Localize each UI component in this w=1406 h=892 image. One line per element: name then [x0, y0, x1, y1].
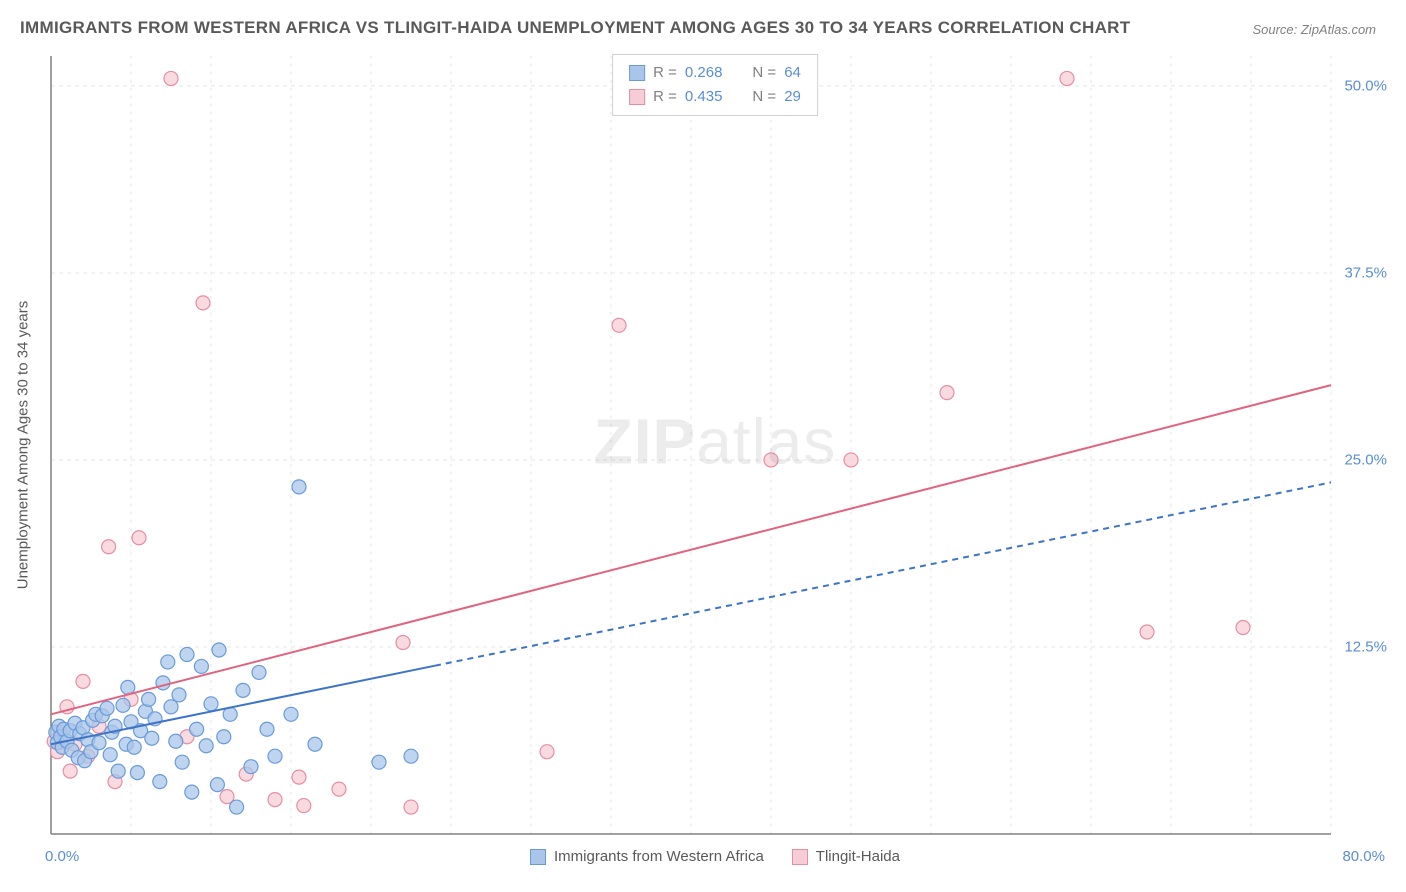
legend-series: Immigrants from Western Africa Tlingit-H… — [530, 848, 900, 865]
legend-item-blue: Immigrants from Western Africa — [530, 848, 764, 865]
legend-stats-row-pink: R = 0.435 N = 29 — [629, 85, 801, 109]
scatter-plot — [45, 50, 1385, 840]
r-value-blue: 0.268 — [685, 61, 723, 85]
n-label: N = — [752, 61, 776, 85]
r-label: R = — [653, 85, 677, 109]
y-tick: 37.5% — [1344, 264, 1387, 281]
legend-label-pink: Tlingit-Haida — [816, 848, 900, 865]
legend-stats-row-blue: R = 0.268 N = 64 — [629, 61, 801, 85]
swatch-pink-icon — [792, 849, 808, 865]
chart-area: Unemployment Among Ages 30 to 34 years Z… — [45, 50, 1385, 840]
x-tick-max: 80.0% — [1342, 848, 1385, 865]
swatch-pink-icon — [629, 89, 645, 105]
n-label: N = — [752, 85, 776, 109]
swatch-blue-icon — [629, 65, 645, 81]
source-label: Source: ZipAtlas.com — [1252, 22, 1376, 37]
swatch-blue-icon — [530, 849, 546, 865]
legend-stats: R = 0.268 N = 64 R = 0.435 N = 29 — [612, 54, 818, 116]
r-value-pink: 0.435 — [685, 85, 723, 109]
y-axis-label: Unemployment Among Ages 30 to 34 years — [15, 301, 32, 590]
y-tick: 25.0% — [1344, 451, 1387, 468]
legend-label-blue: Immigrants from Western Africa — [554, 848, 764, 865]
y-tick: 50.0% — [1344, 77, 1387, 94]
y-tick: 12.5% — [1344, 638, 1387, 655]
n-value-blue: 64 — [784, 61, 801, 85]
r-label: R = — [653, 61, 677, 85]
x-tick-min: 0.0% — [45, 848, 79, 865]
n-value-pink: 29 — [784, 85, 801, 109]
page-title: IMMIGRANTS FROM WESTERN AFRICA VS TLINGI… — [20, 18, 1130, 38]
legend-item-pink: Tlingit-Haida — [792, 848, 900, 865]
